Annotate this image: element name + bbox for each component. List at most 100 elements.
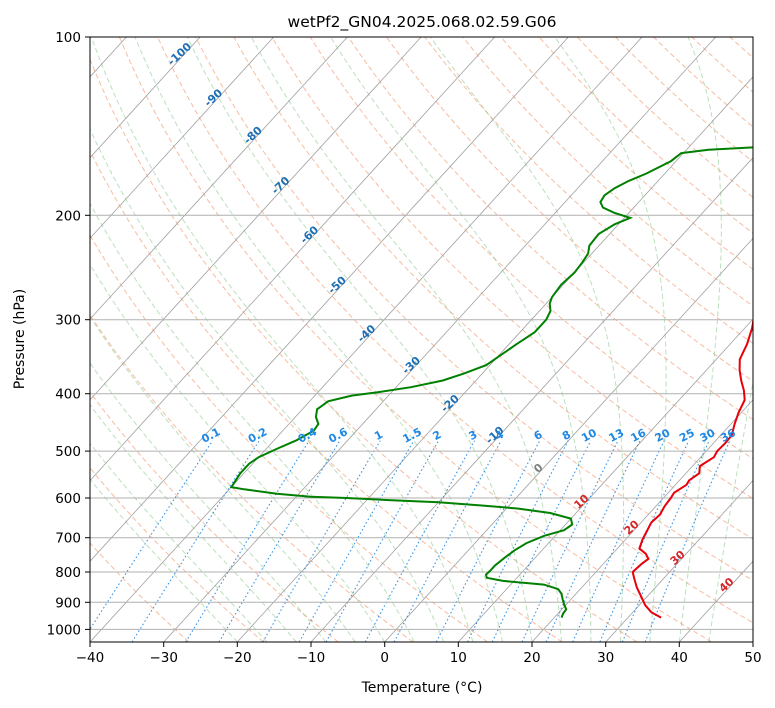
mixing-ratio-label: 1.5 xyxy=(401,425,424,446)
isotherm-line xyxy=(90,37,422,401)
moist-adiabat xyxy=(708,379,753,642)
isotherm-line xyxy=(384,237,753,642)
dry-adiabat xyxy=(424,37,753,344)
x-tick-label: 40 xyxy=(671,650,688,666)
dry-adiabat xyxy=(691,37,753,93)
dewpoint-profile-line xyxy=(229,146,753,618)
mixing-ratio-line xyxy=(545,440,641,642)
isotherm-label: -30 xyxy=(400,354,424,377)
x-axis-label: Temperature (°C) xyxy=(361,680,483,696)
isotherm-line xyxy=(90,37,274,239)
dry-adiabat xyxy=(653,37,753,128)
mixing-ratio-label: 13 xyxy=(607,426,627,445)
y-tick-label: 200 xyxy=(55,208,81,224)
mixing-ratio-label: 16 xyxy=(629,426,649,445)
dry-adiabat xyxy=(90,542,190,642)
isotherm-line xyxy=(310,157,753,642)
mixing-ratio-line xyxy=(599,440,690,642)
dry-adiabat xyxy=(90,58,638,642)
isotherm-label: -90 xyxy=(202,86,226,109)
y-tick-label: 700 xyxy=(55,531,81,547)
mixing-ratio-label: 1 xyxy=(372,428,385,443)
moist-adiabat xyxy=(90,263,386,642)
dry-adiabat xyxy=(538,37,753,234)
dry-adiabat xyxy=(157,37,753,624)
mixing-ratio-line xyxy=(90,440,214,631)
mixing-ratio-line xyxy=(467,440,569,642)
isotherm-line xyxy=(90,37,495,482)
dry-adiabat xyxy=(386,37,753,382)
isotherm-label: -80 xyxy=(241,124,265,147)
isotherm-line xyxy=(605,479,753,642)
mixing-ratio-line xyxy=(364,440,476,642)
mixing-ratio-label: 3 xyxy=(467,428,480,443)
isotherm-line xyxy=(752,641,753,642)
dry-adiabat xyxy=(729,37,753,59)
dry-adiabat xyxy=(90,391,339,642)
mixing-ratio-label: 8 xyxy=(560,428,573,443)
dry-adiabat xyxy=(90,467,264,642)
x-tick-label: 10 xyxy=(450,650,467,666)
isotherm-line xyxy=(163,37,716,642)
y-tick-label: 500 xyxy=(55,444,81,460)
mixing-ratio-line xyxy=(572,440,665,642)
dry-adiabat xyxy=(309,37,753,460)
moist-adiabat xyxy=(250,37,562,642)
dry-adiabat xyxy=(195,37,753,582)
isotherm-label-warm: 40 xyxy=(717,575,737,595)
x-tick-label: 0 xyxy=(380,650,389,666)
y-tick-label: 900 xyxy=(55,595,81,611)
y-tick-label: 800 xyxy=(55,565,81,581)
mixing-ratio-label: 20 xyxy=(653,426,673,445)
y-tick-label: 100 xyxy=(55,30,81,46)
y-tick-label: 300 xyxy=(55,313,81,329)
isotherm-line xyxy=(531,399,753,642)
mixing-ratio-line xyxy=(644,440,731,642)
isotherm-line xyxy=(458,318,753,642)
isotherm-line xyxy=(90,37,643,642)
x-tick-label: 30 xyxy=(597,650,614,666)
mixing-ratio-label: 36 xyxy=(718,426,738,445)
isotherm-label-warm: 20 xyxy=(622,517,642,537)
mixing-ratio-label: 2 xyxy=(431,428,444,443)
isotherm-label: -70 xyxy=(269,174,293,197)
moist-adiabat xyxy=(90,202,415,642)
moist-adiabat xyxy=(90,403,297,642)
isotherm-label: -100 xyxy=(165,40,194,68)
isotherm-label: -20 xyxy=(438,392,462,415)
isotherm-label: -60 xyxy=(298,223,322,246)
profile-lines xyxy=(229,146,753,619)
plot-background xyxy=(90,37,753,642)
mixing-ratio-line xyxy=(185,440,310,642)
x-tick-label: −40 xyxy=(76,650,105,666)
mixing-ratio-label: 6 xyxy=(532,428,545,443)
x-axis: −40 −30 −20 −10 0 10 20 30 40 50 xyxy=(76,642,762,666)
isotherm-label: -40 xyxy=(355,322,379,345)
dry-adiabat xyxy=(233,37,753,540)
x-tick-label: −10 xyxy=(297,650,326,666)
moist-adiabat xyxy=(90,315,356,642)
mixing-ratio-line xyxy=(621,440,710,642)
chart-title: wetPf2_GN04.2025.068.02.59.G06 xyxy=(288,13,557,32)
moist-adiabat xyxy=(90,478,238,642)
y-tick-label: 600 xyxy=(55,491,81,507)
moist-adiabat xyxy=(186,37,533,642)
mixing-ratio-line xyxy=(262,440,381,642)
isotherm-line xyxy=(90,37,348,320)
y-axis: 100 200 300 400 500 600 700 800 900 1000 xyxy=(47,30,90,638)
isotherm-line xyxy=(237,76,753,642)
mixing-ratio-label: 0.1 xyxy=(199,425,222,446)
moist-adiabat xyxy=(134,37,503,642)
plot-frame xyxy=(89,36,754,643)
isotherm-label-warm: 10 xyxy=(572,492,592,512)
pressure-gridlines xyxy=(90,37,753,630)
moist-adiabat xyxy=(430,37,625,642)
isotherm-line xyxy=(90,37,201,159)
isotherm-line xyxy=(90,37,569,562)
dry-adiabat xyxy=(462,37,753,307)
dry-adiabat xyxy=(118,37,712,642)
x-tick-label: −30 xyxy=(149,650,178,666)
dry-adiabat xyxy=(90,314,414,642)
dry-adiabat xyxy=(576,37,753,198)
